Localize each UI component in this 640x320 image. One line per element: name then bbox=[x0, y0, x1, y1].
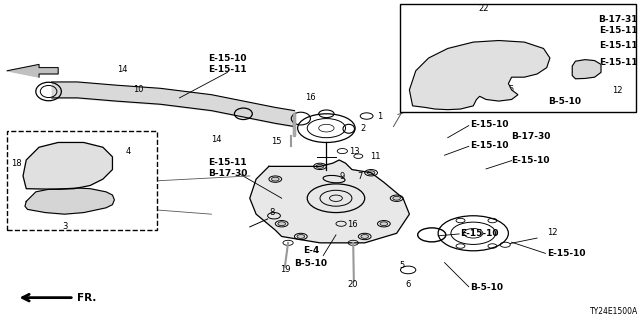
Polygon shape bbox=[25, 188, 115, 214]
Text: 12: 12 bbox=[547, 228, 557, 237]
Text: B-17-30: B-17-30 bbox=[511, 132, 551, 140]
Polygon shape bbox=[250, 160, 410, 243]
Text: E-15-10
E-15-11: E-15-10 E-15-11 bbox=[208, 54, 246, 75]
Text: 17: 17 bbox=[76, 197, 86, 206]
Bar bbox=[400, 4, 636, 112]
Text: 14: 14 bbox=[211, 135, 222, 144]
Text: E-4: E-4 bbox=[303, 246, 319, 255]
Text: 17: 17 bbox=[90, 147, 100, 156]
Text: 5: 5 bbox=[508, 85, 514, 94]
Text: B-17-31: B-17-31 bbox=[598, 15, 637, 24]
Text: 8: 8 bbox=[269, 208, 275, 217]
Text: 6: 6 bbox=[406, 280, 411, 289]
Text: E-15-11
B-17-30: E-15-11 B-17-30 bbox=[208, 158, 247, 178]
Text: 22: 22 bbox=[478, 4, 489, 13]
Polygon shape bbox=[23, 142, 113, 189]
Text: B-5-10: B-5-10 bbox=[451, 76, 484, 85]
Polygon shape bbox=[410, 41, 550, 110]
Circle shape bbox=[297, 235, 305, 238]
Text: E-4: E-4 bbox=[432, 76, 448, 85]
Text: 16: 16 bbox=[305, 93, 316, 102]
Text: FR.: FR. bbox=[77, 293, 97, 303]
Bar bbox=[7, 131, 157, 230]
Text: E-15-11: E-15-11 bbox=[599, 41, 637, 50]
Text: 20: 20 bbox=[348, 280, 358, 289]
Text: E-15-10: E-15-10 bbox=[511, 156, 550, 164]
Text: E-15-10: E-15-10 bbox=[547, 249, 585, 258]
Text: E-15-11: E-15-11 bbox=[599, 27, 637, 36]
Text: 15: 15 bbox=[271, 137, 282, 146]
Text: TY24E1500A: TY24E1500A bbox=[590, 307, 638, 316]
Circle shape bbox=[380, 222, 388, 226]
Circle shape bbox=[393, 196, 401, 200]
Text: E-15-10: E-15-10 bbox=[470, 141, 509, 150]
Text: 18: 18 bbox=[12, 159, 22, 168]
Text: 16: 16 bbox=[348, 220, 358, 229]
Circle shape bbox=[361, 235, 369, 238]
Text: E-15-10: E-15-10 bbox=[470, 120, 509, 130]
Text: 4: 4 bbox=[126, 147, 131, 156]
Text: 10: 10 bbox=[132, 85, 143, 94]
Circle shape bbox=[271, 177, 279, 181]
Text: 9: 9 bbox=[339, 172, 344, 181]
Text: 2: 2 bbox=[360, 124, 365, 132]
Text: 13: 13 bbox=[349, 147, 360, 156]
Text: 5: 5 bbox=[399, 261, 404, 270]
Text: 3: 3 bbox=[62, 222, 67, 231]
Circle shape bbox=[278, 222, 285, 226]
Text: 12: 12 bbox=[612, 86, 623, 95]
Text: B-5-10: B-5-10 bbox=[470, 283, 503, 292]
Text: 21: 21 bbox=[488, 85, 499, 94]
Text: 11: 11 bbox=[370, 152, 380, 161]
Polygon shape bbox=[7, 64, 58, 77]
Circle shape bbox=[316, 164, 324, 168]
Text: 1: 1 bbox=[378, 112, 383, 121]
Text: B-5-10: B-5-10 bbox=[294, 259, 328, 268]
Text: B-5-10: B-5-10 bbox=[548, 97, 582, 106]
Text: 19: 19 bbox=[280, 265, 290, 275]
Circle shape bbox=[367, 171, 375, 175]
Text: E-15-10: E-15-10 bbox=[461, 229, 499, 238]
Polygon shape bbox=[572, 60, 601, 79]
Text: 14: 14 bbox=[116, 65, 127, 74]
Text: E-15-11: E-15-11 bbox=[599, 58, 637, 67]
Text: 7: 7 bbox=[357, 172, 362, 181]
